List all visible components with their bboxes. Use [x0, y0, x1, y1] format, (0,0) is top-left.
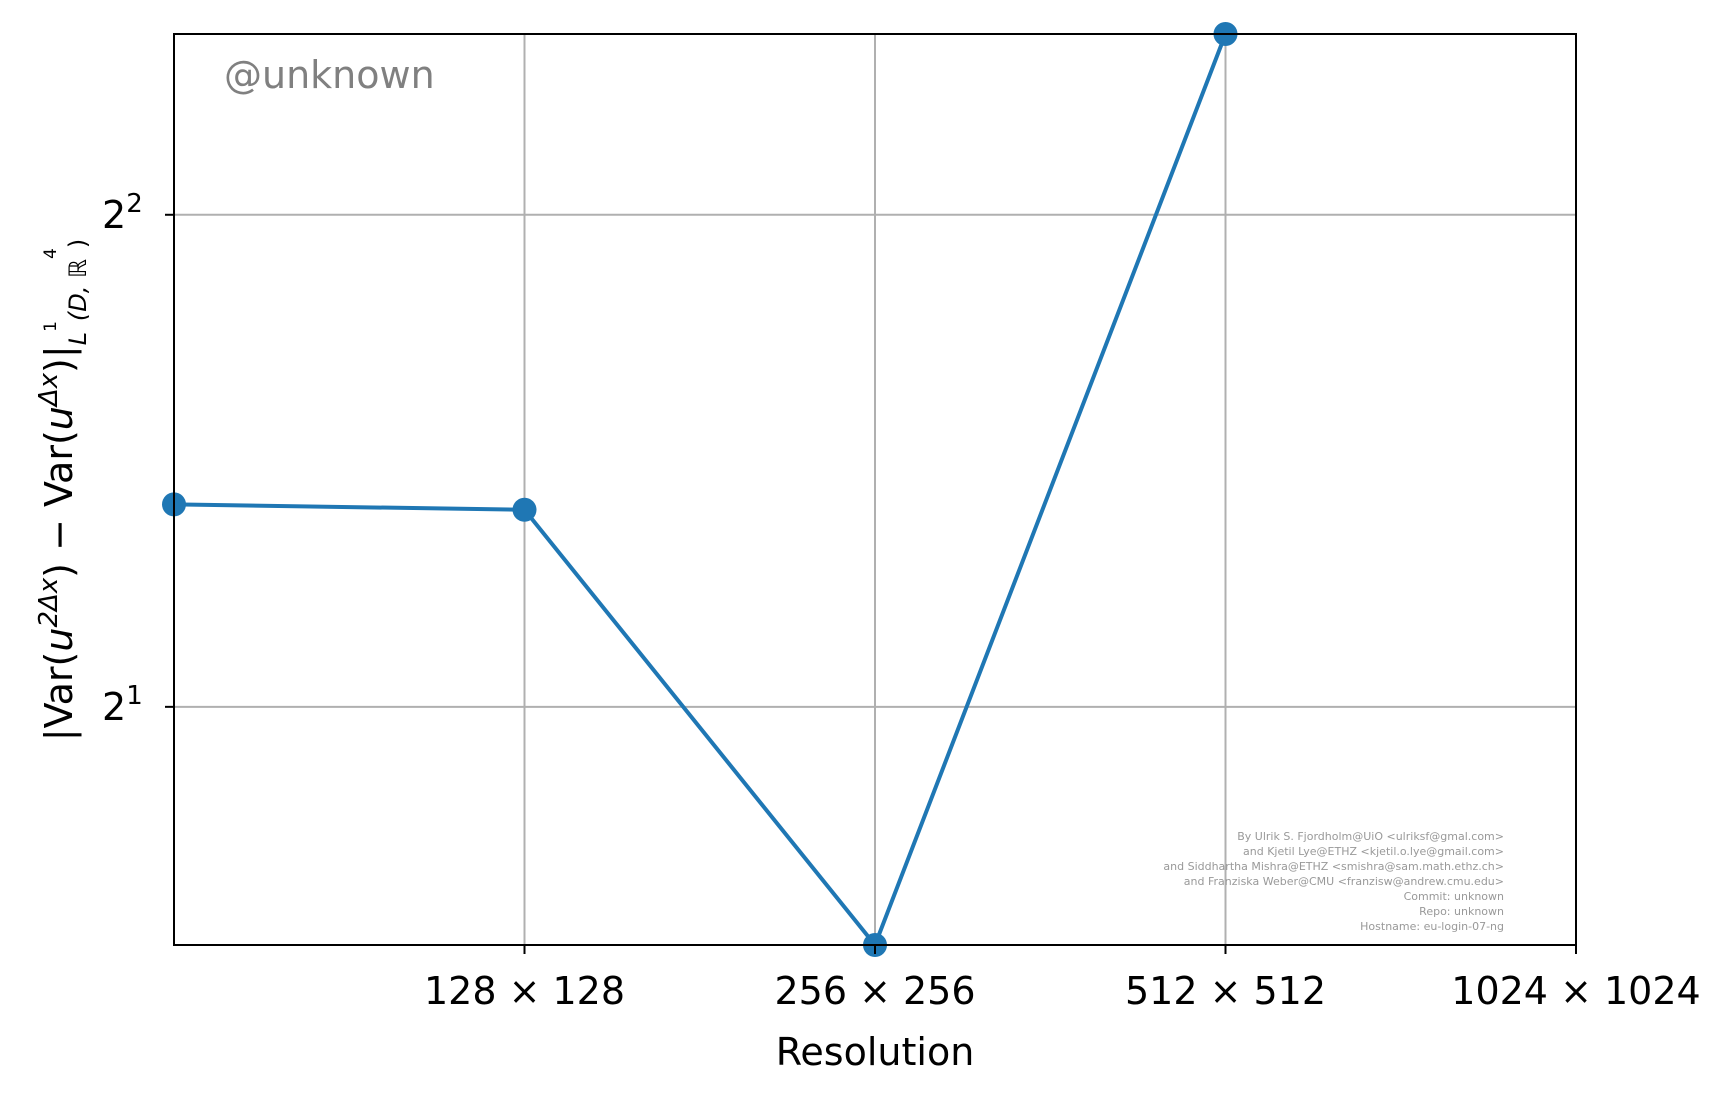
watermark: @unknown — [224, 53, 435, 97]
y-tick-label: 22 — [102, 189, 143, 237]
credit-line: Commit: unknown — [1404, 890, 1504, 903]
x-tick-label: 512 × 512 — [1125, 969, 1326, 1013]
credit-line: and Kjetil Lye@ETHZ <kjetil.o.lye@gmail.… — [1243, 845, 1504, 858]
series-line — [172, 32, 1228, 947]
x-tick-label: 1024 × 1024 — [1451, 969, 1700, 1013]
y-tick-label: 21 — [102, 681, 143, 729]
credit-block: By Ulrik S. Fjordholm@UiO <ulriksf@gmal.… — [1163, 830, 1504, 933]
data-point — [512, 497, 537, 522]
ticks: 128 × 128 256 × 256 512 × 512 1024 × 1024 21… — [102, 189, 1701, 1013]
y-axis-label: |Var(u2Δx) − Var(uΔx)|L1(D, ℝ4) — [34, 239, 92, 741]
credit-line: Repo: unknown — [1419, 905, 1504, 918]
credit-line: By Ulrik S. Fjordholm@UiO <ulriksf@gmal.… — [1237, 830, 1504, 843]
credit-line: Hostname: eu-login-07-ng — [1360, 920, 1504, 933]
x-axis-label: Resolution — [776, 1030, 975, 1074]
grid — [174, 34, 1577, 945]
x-tick-label: 256 × 256 — [774, 969, 975, 1013]
series-layer — [162, 22, 1238, 957]
credit-line: and Franziska Weber@CMU <franzisw@andrew… — [1184, 875, 1504, 888]
credit-line: and Siddhartha Mishra@ETHZ <smishra@sam.… — [1163, 860, 1504, 873]
x-tick-label: 128 × 128 — [424, 969, 625, 1013]
